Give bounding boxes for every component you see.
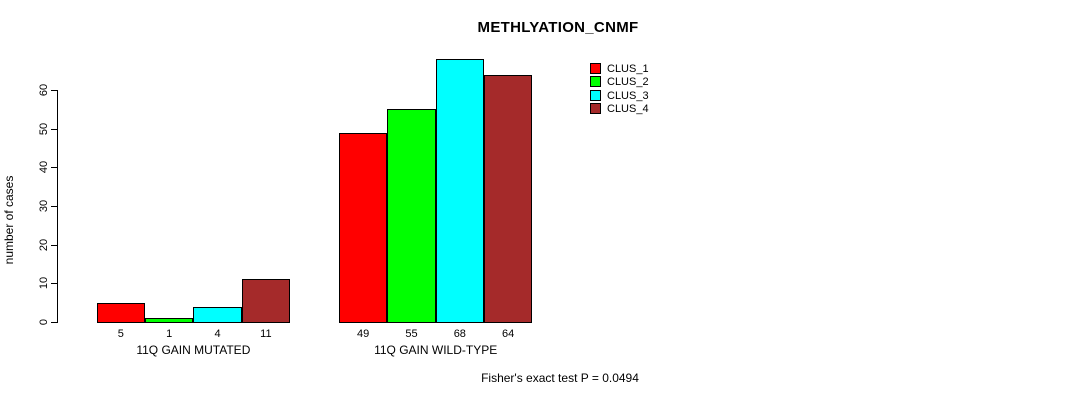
y-axis-tick bbox=[51, 128, 57, 130]
bar-value-label: 1 bbox=[166, 328, 173, 340]
y-axis-tick-label: 60 bbox=[38, 83, 50, 97]
y-axis-tick-label: 50 bbox=[38, 122, 50, 135]
bar-value-label: 11 bbox=[260, 328, 272, 340]
bar-clus_3-wildtype bbox=[435, 59, 484, 323]
bar-value-label: 49 bbox=[357, 328, 370, 340]
bar-value-label: 5 bbox=[117, 328, 124, 340]
legend-label-clus_3: CLUS_3 bbox=[607, 89, 649, 102]
x-group-label: 11Q GAIN WILD-TYPE bbox=[374, 343, 498, 357]
y-axis-tick-label: 20 bbox=[38, 238, 50, 251]
y-axis-line bbox=[57, 89, 58, 323]
bar-clus_1-wildtype bbox=[339, 132, 388, 323]
bar-value-label: 4 bbox=[214, 328, 221, 340]
y-axis-tick bbox=[51, 205, 57, 207]
bar-value-label: 64 bbox=[502, 328, 515, 340]
legend-label-clus_1: CLUS_1 bbox=[607, 63, 649, 75]
bar-clus_4-mutated bbox=[241, 279, 291, 323]
bar-clus_2-mutated bbox=[145, 318, 194, 323]
y-axis-tick bbox=[51, 283, 57, 285]
bar-clus_2-wildtype bbox=[387, 109, 436, 323]
bar-value-label: 68 bbox=[453, 328, 466, 340]
y-axis-tick-label: 10 bbox=[38, 277, 50, 290]
y-axis-tick bbox=[51, 89, 57, 91]
legend-swatch-clus_4 bbox=[590, 103, 601, 115]
y-axis-tick bbox=[51, 322, 57, 323]
y-axis-tick-label: 40 bbox=[38, 161, 50, 174]
bar-clus_4-wildtype bbox=[483, 74, 533, 323]
legend-label-clus_2: CLUS_2 bbox=[607, 76, 649, 89]
bar-value-label: 55 bbox=[405, 328, 418, 340]
y-axis-tick-label: 30 bbox=[38, 199, 50, 213]
y-axis-tick-label: 0 bbox=[38, 318, 50, 326]
bar-clus_1-mutated bbox=[96, 302, 146, 323]
legend-label-clus_4: CLUS_4 bbox=[607, 103, 649, 116]
fisher-test-annotation: Fisher's exact test P = 0.0494 bbox=[481, 371, 639, 385]
bar-clus_3-mutated bbox=[193, 306, 242, 323]
legend-swatch-clus_2 bbox=[590, 76, 601, 88]
y-axis-label: number of cases bbox=[2, 175, 16, 265]
legend-swatch-clus_3 bbox=[590, 89, 601, 101]
x-group-label: 11Q GAIN MUTATED bbox=[136, 343, 251, 357]
chart-title: METHLYATION_CNMF bbox=[477, 19, 639, 36]
y-axis-tick bbox=[51, 244, 57, 246]
legend-swatch-clus_1 bbox=[590, 63, 601, 74]
y-axis-tick bbox=[51, 167, 57, 169]
